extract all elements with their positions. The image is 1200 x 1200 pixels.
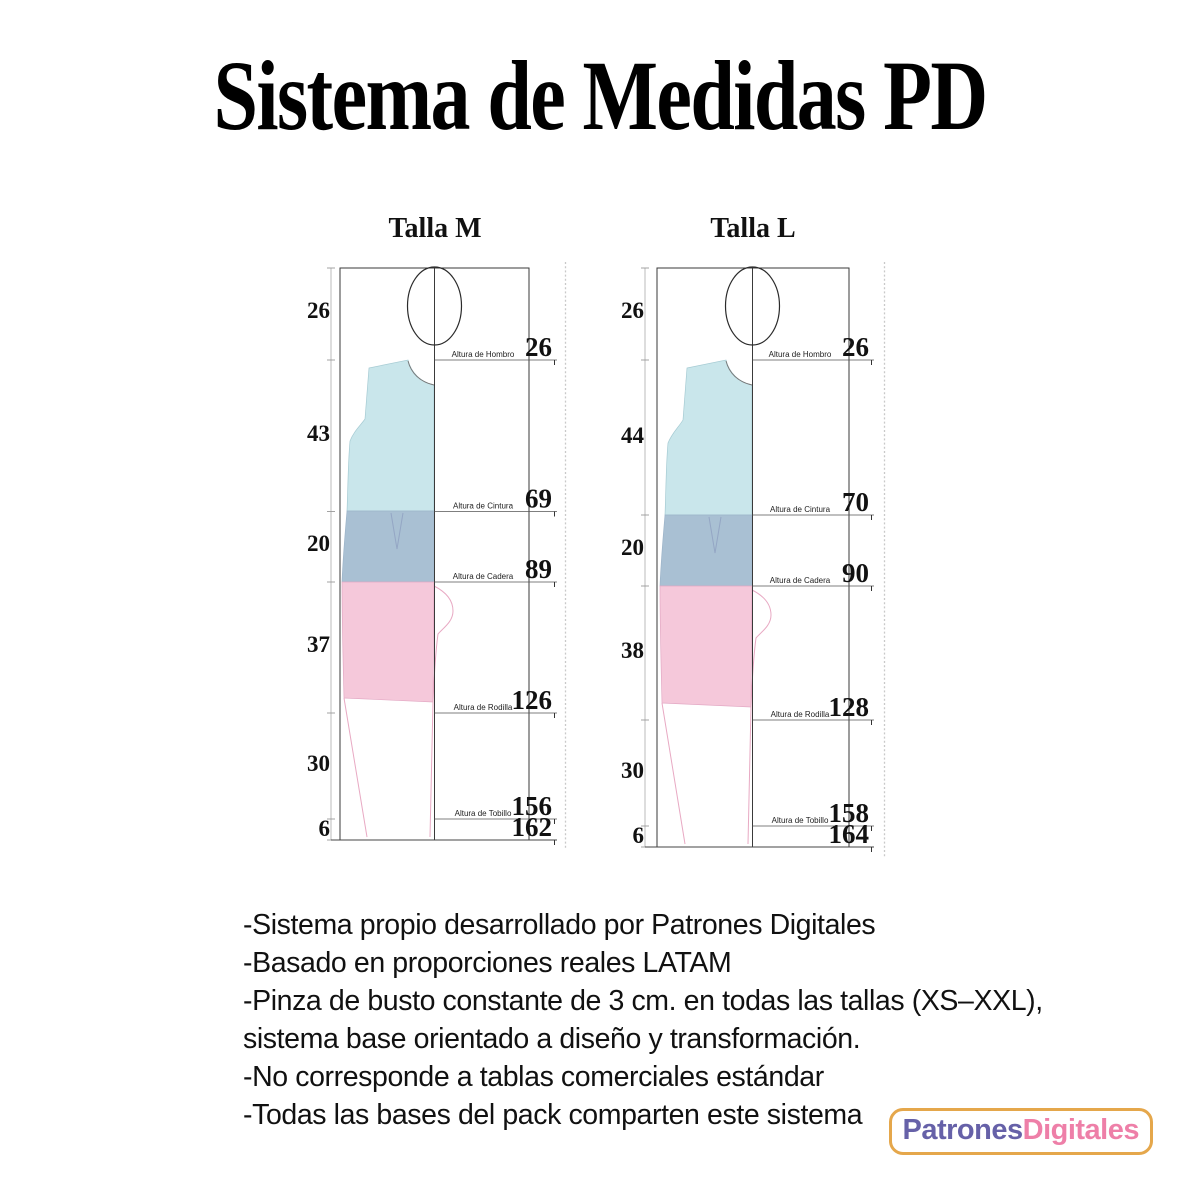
segment-value: 37: [307, 632, 330, 657]
measure-label: Altura de Tobillo: [772, 816, 829, 825]
figure-title-m: Talla M: [388, 213, 481, 244]
measure-label: Altura de Cadera: [453, 572, 514, 581]
note-line: -Sistema propio desarrollado por Patrone…: [243, 909, 876, 941]
segment-value: 44: [621, 423, 645, 448]
note-line: sistema base orientado a diseño y transf…: [243, 1023, 861, 1055]
logo-text-patrones: Patrones: [902, 1114, 1024, 1146]
head-ellipse: [406, 266, 463, 346]
waist-dart: [708, 516, 722, 554]
measure-label: Altura de Hombro: [452, 350, 515, 359]
neck-curve: [725, 360, 753, 386]
figure-title-l: Talla L: [710, 213, 795, 244]
figure-talla-l: Talla L 26 44 20 38 30 6: [621, 213, 886, 857]
outer-leg-line: [661, 702, 686, 845]
segment-value: 38: [621, 638, 644, 663]
brand-logo: PatronesDigitales: [888, 1108, 1153, 1155]
hip-band-shape: [341, 510, 435, 583]
notes-block: -Sistema propio desarrollado por Patrone…: [243, 906, 1043, 1134]
measure-value: 69: [525, 484, 552, 514]
segment-value: 6: [633, 823, 645, 848]
outer-leg-line: [343, 697, 368, 838]
measure-label: Altura de Cadera: [770, 576, 831, 585]
note-line: -Basado en proporciones reales LATAM: [243, 947, 732, 979]
measure-label: Altura de Hombro: [769, 350, 832, 359]
segment-value: 43: [307, 421, 330, 446]
measure-value: 156: [512, 791, 553, 821]
total-value: 162: [512, 812, 553, 842]
measure-value: 89: [525, 554, 552, 584]
measure-value: 26: [842, 332, 869, 362]
neck-curve: [407, 360, 435, 386]
segment-value: 26: [621, 298, 644, 323]
hip-band-shape: [659, 514, 753, 587]
segment-value: 26: [307, 298, 330, 323]
measure-label: Altura de Rodilla: [771, 710, 830, 719]
waist-dart: [390, 512, 404, 550]
note-line: -No corresponde a tablas comerciales est…: [243, 1061, 824, 1093]
measure-value: 26: [525, 332, 552, 362]
segment-value: 20: [307, 531, 330, 556]
segment-value: 6: [319, 816, 331, 841]
measure-value: 90: [842, 558, 869, 588]
figure-talla-m: Talla M 26 43 20 3: [307, 213, 567, 850]
measure-label: Altura de Cintura: [770, 505, 831, 514]
measure-label: Altura de Rodilla: [454, 703, 513, 712]
page-title: Sistema de Medidas PD: [213, 40, 988, 151]
skirt-block-shape: [659, 585, 753, 708]
head-ellipse: [724, 266, 781, 346]
skirt-block-shape: [341, 581, 435, 703]
note-line: -Pinza de busto constante de 3 cm. en to…: [243, 985, 1043, 1017]
bodice-shape: [346, 359, 435, 512]
measure-label: Altura de Cintura: [453, 502, 514, 511]
bodice-shape: [664, 359, 753, 516]
segment-value: 30: [307, 751, 330, 776]
measure-value: 70: [842, 487, 869, 517]
logo-text-digitales: Digitales: [1022, 1114, 1140, 1146]
total-value: 164: [829, 819, 870, 849]
note-line: -Todas las bases del pack comparten este…: [243, 1099, 863, 1131]
measure-value: 128: [829, 692, 870, 722]
measure-label: Altura de Tobillo: [455, 809, 512, 818]
measure-value: 126: [512, 685, 553, 715]
segment-value: 30: [621, 758, 644, 783]
segment-value: 20: [621, 535, 644, 560]
measure-value: 158: [829, 798, 870, 828]
